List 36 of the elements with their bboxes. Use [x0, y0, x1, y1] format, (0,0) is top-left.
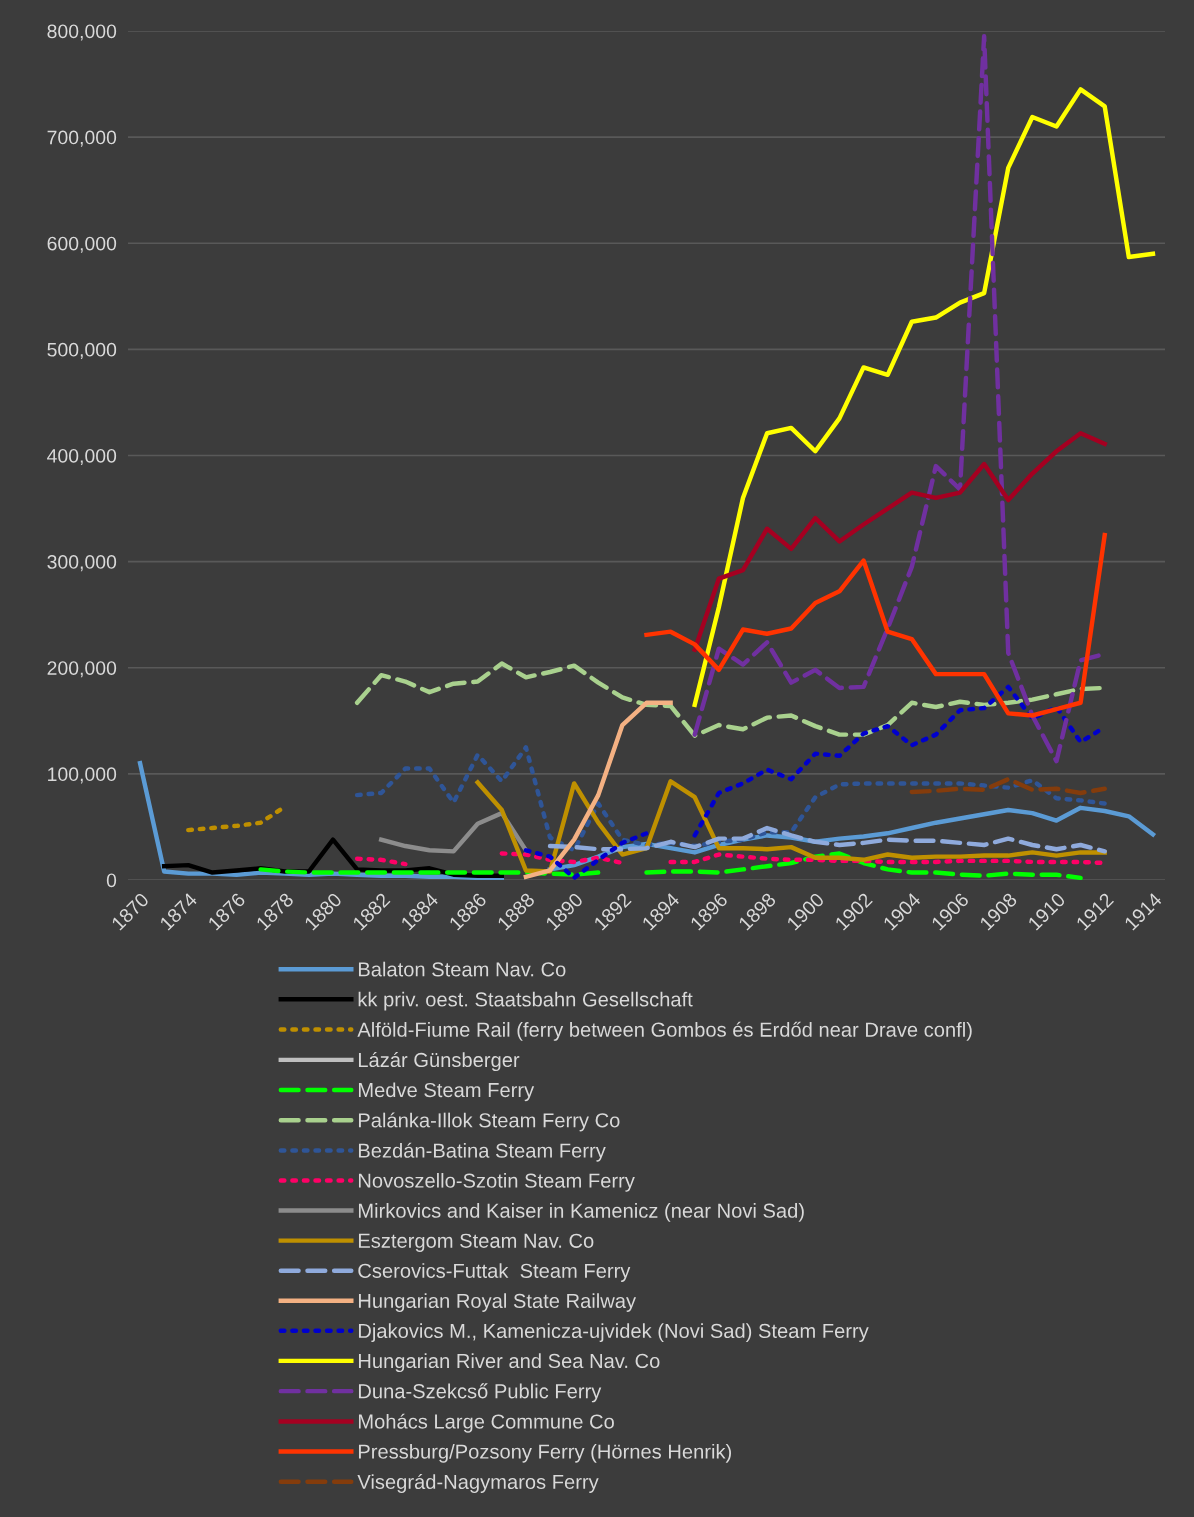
legend-label: Hungarian Royal State Railway [358, 1293, 637, 1312]
line-series [379, 810, 529, 854]
legend-label: Mirkovics and Kaiser in Kamenicz (near Novi Sad) [358, 1203, 804, 1222]
legend-label: kk priv. oest. Staatsbahn Gesellschaft [358, 991, 693, 1011]
y-tick-label: 0 [106, 873, 117, 888]
y-tick-label: 800,000 [47, 24, 117, 41]
line-series [692, 430, 1107, 652]
line-series [475, 779, 1107, 874]
y-tick-label: 500,000 [47, 342, 117, 359]
legend-label: Hungarian River and Sea Nav. Co [358, 1353, 660, 1373]
y-tick-label: 400,000 [47, 448, 117, 466]
line-series [909, 776, 1107, 796]
legend-label: Palánka-Illok Steam Ferry Co [358, 1112, 620, 1132]
line-series [692, 87, 1156, 708]
legend-label: Alföld-Fiume Rail (ferry between Gombos és Erdőd near Drave confl) [357, 1021, 972, 1041]
legend-label: Cserovics-Futtak Steam Ferry [358, 1263, 631, 1282]
legend-label: Pressburg/Pozsony Ferry (Hörnes Henrik) [358, 1443, 731, 1463]
y-tick-label: 600,000 [47, 236, 117, 253]
y-tick-label: 200,000 [47, 661, 117, 678]
legend-label: Balaton Steam Nav. Co [358, 961, 566, 977]
y-tick-label: 300,000 [47, 555, 117, 572]
line-series [523, 700, 673, 880]
y-tick-label: 700,000 [47, 130, 117, 147]
legend-label: Djakovics M., Kamenicza-ujvidek (Novi Sad) Steam Ferry [358, 1323, 869, 1343]
legend-label: Lázár Günsberger [358, 1052, 520, 1072]
legend-label: Mohács Large Commune Co [358, 1413, 614, 1433]
line-series [644, 532, 1107, 718]
y-tick-label: 100,000 [48, 767, 117, 784]
legend-label: Medve Steam Ferry [358, 1082, 535, 1102]
legend-label: Esztergom Steam Nav. Co [358, 1233, 594, 1252]
legend-label: Bezdán-Batina Steam Ferry [358, 1142, 606, 1162]
line-series [547, 825, 1107, 854]
legend-label: Visegrád-Nagymaros Ferry [357, 1473, 599, 1493]
line-series [354, 745, 1107, 853]
legend-label: Duna-Szekcső Public Ferry [358, 1383, 602, 1403]
legend-label: Novoszello-Szotin Steam Ferry [358, 1173, 635, 1192]
